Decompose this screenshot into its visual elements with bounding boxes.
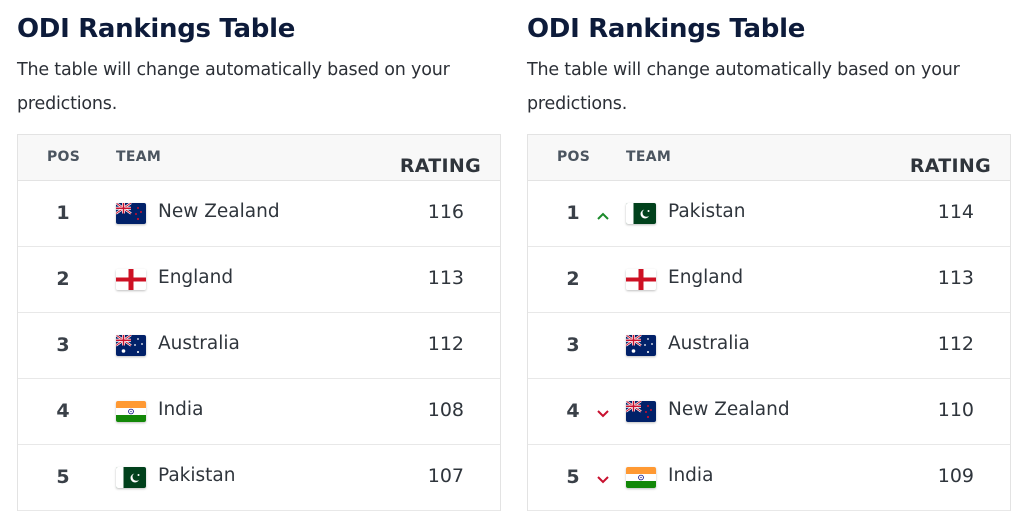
header-pos: POS: [47, 149, 81, 165]
table-row: 1 New Zealand 116: [18, 181, 500, 247]
rankings-table: POS TEAM RATING 1 New Zealand 116 2 England 1…: [17, 134, 501, 511]
table-row: 4 New Zealand 110: [528, 379, 1010, 445]
rating-value: 112: [937, 333, 974, 355]
rating-value: 113: [427, 267, 464, 289]
rating-value: 116: [427, 201, 464, 223]
rating-value: 114: [937, 201, 974, 223]
table-row: 1 Pakistan 114: [528, 181, 1010, 247]
rating-value: 108: [427, 399, 464, 421]
team-name: India: [668, 465, 714, 486]
chevron-up-icon: [596, 206, 610, 220]
panel-subtitle: The table will change automatically base…: [527, 60, 960, 114]
panel-subtitle: The table will change automatically base…: [17, 60, 450, 114]
table-header: POS TEAM RATING: [528, 135, 1010, 181]
position: 5: [566, 466, 580, 488]
table-row: 2 England 113: [18, 247, 500, 313]
header-pos: POS: [557, 149, 591, 165]
table-row: 5 Pakistan 107: [18, 445, 500, 511]
team-name: New Zealand: [668, 399, 790, 420]
position: 4: [56, 400, 70, 422]
position: 2: [566, 268, 580, 290]
team-name: England: [158, 267, 234, 288]
team-name: New Zealand: [158, 201, 280, 222]
rating-value: 109: [937, 465, 974, 487]
team-name: Pakistan: [668, 201, 746, 222]
header-team: TEAM: [116, 149, 162, 165]
table-row: 2 England 113: [528, 247, 1010, 313]
team-name: Australia: [668, 333, 750, 354]
position: 3: [566, 334, 580, 356]
header-team: TEAM: [626, 149, 672, 165]
england-flag-icon: [116, 269, 146, 290]
rankings-table: POS TEAM RATING 1 Pakistan 114 2 England 113 3…: [527, 134, 1011, 511]
pakistan-flag-icon: [626, 203, 656, 224]
position: 1: [566, 202, 580, 224]
table-row: 3 Australia 112: [528, 313, 1010, 379]
position: 5: [56, 466, 70, 488]
australia-flag-icon: [116, 335, 146, 356]
nz-flag-icon: [626, 401, 656, 422]
table-row: 3 Australia 112: [18, 313, 500, 379]
position: 2: [56, 268, 70, 290]
india-flag-icon: [116, 401, 146, 422]
england-flag-icon: [626, 269, 656, 290]
position: 1: [56, 202, 70, 224]
pakistan-flag-icon: [116, 467, 146, 488]
header-rating: RATING: [909, 155, 991, 177]
position: 3: [56, 334, 70, 356]
table-row: 4 India 108: [18, 379, 500, 445]
chevron-down-icon: [596, 404, 610, 418]
table-header: POS TEAM RATING: [18, 135, 500, 181]
table-body: 1 Pakistan 114 2 England 113 3 Australia 112 4 New…: [528, 181, 1010, 511]
rating-value: 107: [427, 465, 464, 487]
nz-flag-icon: [116, 203, 146, 224]
table-body: 1 New Zealand 116 2 England 113 3 Australia 112 4…: [18, 181, 500, 511]
team-name: England: [668, 267, 744, 288]
position: 4: [566, 400, 580, 422]
table-row: 5 India 109: [528, 445, 1010, 511]
india-flag-icon: [626, 467, 656, 488]
panel-title: ODI Rankings Table: [17, 14, 296, 44]
rating-value: 110: [937, 399, 974, 421]
rating-value: 112: [427, 333, 464, 355]
header-rating: RATING: [399, 155, 481, 177]
team-name: Australia: [158, 333, 240, 354]
team-name: Pakistan: [158, 465, 236, 486]
chevron-down-icon: [596, 470, 610, 484]
australia-flag-icon: [626, 335, 656, 356]
team-name: India: [158, 399, 204, 420]
panel-title: ODI Rankings Table: [527, 14, 806, 44]
rating-value: 113: [937, 267, 974, 289]
